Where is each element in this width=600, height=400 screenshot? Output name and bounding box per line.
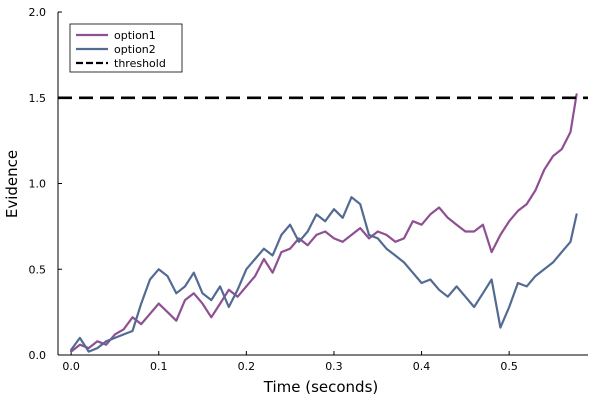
y-tick-label: 1.0 xyxy=(29,178,47,191)
y-tick-label: 0.5 xyxy=(29,263,47,276)
x-tick-label: 0.0 xyxy=(62,360,80,373)
legend-label-option2: option2 xyxy=(114,43,156,56)
x-tick-label: 0.1 xyxy=(150,360,168,373)
x-axis-title: Time (seconds) xyxy=(263,378,379,396)
legend-label-threshold: threshold xyxy=(114,57,166,70)
y-axis-title: Evidence xyxy=(3,150,21,218)
x-tick-label: 0.2 xyxy=(238,360,256,373)
y-tick-label: 0.0 xyxy=(29,349,47,362)
x-tick-label: 0.5 xyxy=(500,360,518,373)
series-line-option1 xyxy=(69,93,578,353)
series-lines xyxy=(58,93,588,353)
x-tick-label: 0.4 xyxy=(413,360,431,373)
y-tick-label: 1.5 xyxy=(29,92,47,105)
legend-label-option1: option1 xyxy=(114,29,156,42)
x-tick-label: 0.3 xyxy=(325,360,343,373)
axes: 0.0 0.1 0.2 0.3 0.4 0.5 0.0 0.5 1.0 1.5 2.0 xyxy=(29,6,588,373)
series-line-option2 xyxy=(69,196,578,353)
y-tick-label: 2.0 xyxy=(29,6,47,19)
